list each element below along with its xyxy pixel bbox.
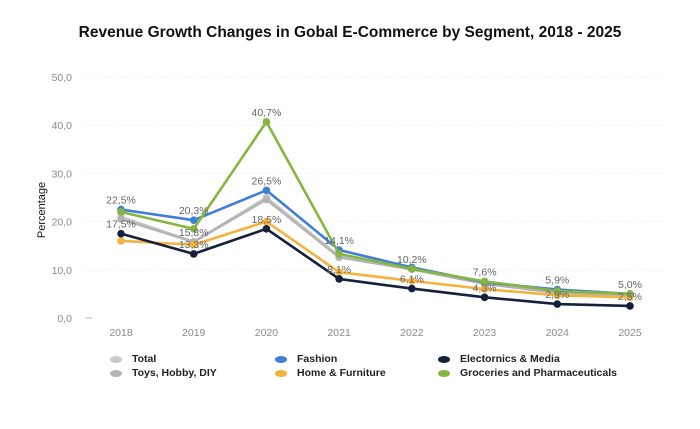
x-axis-ticks: 2018 2019 2020 2021 2022 2023 2024 2025 (109, 327, 642, 339)
data-label: 13,3% (179, 239, 209, 251)
data-label: 2,9% (545, 289, 569, 301)
data-point[interactable] (189, 240, 198, 249)
legend-marker-icon (438, 355, 450, 363)
data-point[interactable] (262, 195, 271, 204)
legend-label: Total (132, 353, 157, 365)
legend-marker-icon (275, 369, 287, 377)
data-point[interactable] (480, 277, 489, 286)
data-point[interactable] (189, 216, 198, 224)
data-point[interactable] (480, 285, 489, 293)
data-point[interactable] (408, 284, 416, 293)
legend-marker-icon (438, 369, 450, 377)
y-tick-label: 20,0 (52, 217, 73, 229)
x-tick-label: 2018 (109, 327, 133, 339)
data-point[interactable] (189, 225, 198, 233)
data-label: 4,3% (473, 282, 497, 294)
legend-item-fashion[interactable]: Fashion (275, 352, 337, 366)
data-label: 20,3% (179, 205, 209, 217)
data-point[interactable] (408, 265, 416, 273)
data-point[interactable] (262, 217, 271, 226)
data-label: 22,5% (106, 195, 136, 207)
data-label: 5,0% (618, 279, 642, 291)
x-tick-label: 2021 (327, 327, 351, 339)
legend-item-toys-hobby-diy[interactable]: Toys, Hobby, DIY (110, 366, 217, 380)
y-tick-label: 40,0 (52, 120, 73, 132)
data-point[interactable] (626, 290, 634, 298)
data-point[interactable] (262, 186, 271, 195)
y-tick-label: 10,0 (52, 265, 73, 277)
data-label: 26,5% (252, 175, 282, 187)
data-point[interactable] (335, 250, 343, 258)
data-point[interactable] (262, 225, 271, 233)
legend-marker-icon (110, 369, 122, 377)
data-point[interactable] (117, 208, 125, 216)
x-tick-label: 2022 (400, 327, 424, 339)
data-label: 7,6% (473, 266, 497, 278)
data-label: 5,9% (545, 275, 569, 287)
gridlines (85, 76, 665, 319)
y-tick-label: 30,0 (52, 168, 73, 180)
y-tick-label: 50,0 (52, 72, 73, 84)
data-label: 6,1% (400, 274, 424, 286)
data-label: 18,5% (252, 214, 282, 226)
legend-marker-icon (110, 355, 122, 363)
data-point[interactable] (335, 275, 343, 283)
legend-label: Home & Furniture (297, 367, 386, 379)
series-line (120, 220, 631, 299)
data-point[interactable] (553, 287, 562, 295)
data-point[interactable] (335, 268, 343, 277)
series-electornics-media (117, 225, 634, 310)
legend-item-groceries-pharmaceuticals[interactable]: Groceries and Pharmaceuticals (438, 366, 617, 380)
data-point[interactable] (408, 277, 416, 285)
data-point[interactable] (480, 293, 489, 302)
series-line (120, 120, 631, 296)
data-label: 40,7% (252, 107, 282, 119)
chart-title: Revenue Growth Changes in Gobal E-Commer… (78, 24, 622, 41)
data-label: 14,1% (324, 235, 354, 247)
data-point[interactable] (117, 229, 125, 238)
legend-item-home-furniture[interactable]: Home & Furniture (275, 366, 386, 380)
data-point[interactable] (117, 215, 125, 223)
legend-label: Groceries and Pharmaceuticals (460, 367, 617, 379)
data-point[interactable] (117, 237, 125, 245)
data-labels: 22,5% 17,5% 20,3% 15,8%13,3% 40,7% 26,5% 18,5%… (106, 107, 642, 303)
data-point[interactable] (262, 118, 271, 126)
data-point[interactable] (626, 302, 634, 310)
legend-item-total[interactable]: Total (110, 352, 156, 366)
data-point[interactable] (189, 250, 198, 258)
legend-label: Electornics & Media (460, 353, 560, 365)
series-lines (117, 118, 634, 310)
legend-item-electronics-media[interactable]: Electornics & Media (438, 352, 560, 366)
data-label: 17,5% (106, 219, 136, 231)
data-label: 8,1% (327, 264, 351, 276)
series-line (120, 198, 631, 298)
data-point[interactable] (553, 300, 562, 308)
data-label: 15,8% (179, 227, 209, 239)
series-groceries-and-pharmaceuticals (117, 118, 634, 298)
x-tick-label: 2019 (182, 327, 206, 339)
y-axis-ticks: 0,0 10,0 20,0 30,0 40,0 50,0 (52, 72, 73, 325)
legend-label: Fashion (297, 353, 338, 365)
x-tick-label: 2025 (618, 327, 642, 339)
y-tick-label: 0,0 (57, 313, 72, 325)
x-tick-label: 2024 (546, 327, 570, 339)
x-tick-label: 2023 (473, 327, 497, 339)
data-label: 2,5% (618, 291, 642, 303)
legend-label: Toys, Hobby, DIY (132, 367, 217, 379)
series-line (120, 227, 631, 308)
x-tick-label: 2020 (255, 327, 279, 339)
legend-marker-icon (275, 355, 287, 363)
data-label: 10,2% (397, 254, 427, 266)
